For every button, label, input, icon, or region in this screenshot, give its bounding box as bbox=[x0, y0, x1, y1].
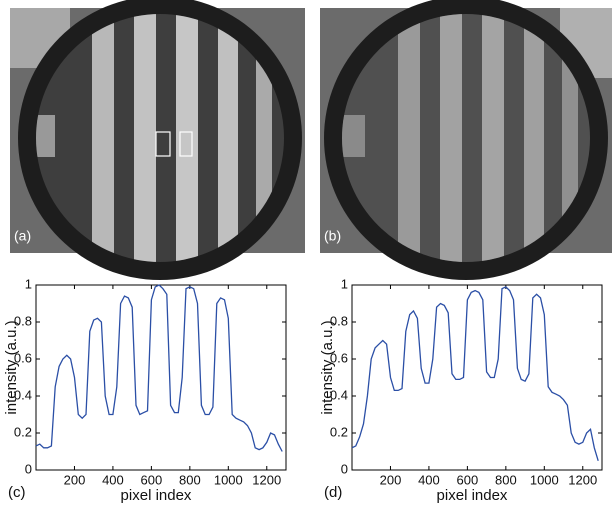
y-tick-label: 0.8 bbox=[14, 313, 32, 328]
x-tick-label: 1000 bbox=[530, 472, 559, 487]
y-axis-label: intensity (a.u.) bbox=[319, 320, 336, 414]
y-tick-label: 0.4 bbox=[14, 387, 32, 402]
image-b bbox=[320, 0, 612, 280]
x-tick-label: 600 bbox=[457, 472, 479, 487]
line bbox=[351, 286, 599, 461]
panel-label: (b) bbox=[324, 228, 341, 244]
y-tick-label: 0.6 bbox=[330, 350, 348, 365]
y-tick-label: 0.4 bbox=[330, 387, 348, 402]
y-tick-label: 0.6 bbox=[14, 350, 32, 365]
y-tick-label: 0.2 bbox=[14, 424, 32, 439]
x-tick-label: 800 bbox=[495, 472, 517, 487]
x-tick-label: 600 bbox=[141, 472, 163, 487]
x-tick-label: 800 bbox=[179, 472, 201, 487]
y-tick-label: 0.2 bbox=[330, 424, 348, 439]
image-a bbox=[10, 0, 305, 280]
x-tick-label: 1200 bbox=[568, 472, 597, 487]
x-tick-label: 200 bbox=[380, 472, 402, 487]
x-tick-label: 400 bbox=[418, 472, 440, 487]
x-axis-label: pixel index bbox=[121, 487, 192, 504]
x-tick-label: 1000 bbox=[214, 472, 243, 487]
panel-label: (c) bbox=[8, 484, 26, 501]
panel-label: (d) bbox=[324, 484, 342, 501]
x-tick-label: 400 bbox=[102, 472, 124, 487]
x-tick-label: 200 bbox=[64, 472, 86, 487]
y-axis-label: intensity (a.u.) bbox=[3, 320, 20, 414]
x-tick-label: 1200 bbox=[252, 472, 281, 487]
y-tick-label: 1 bbox=[25, 276, 32, 291]
panel-label: (a) bbox=[14, 228, 31, 244]
axes-box bbox=[35, 284, 287, 471]
line bbox=[35, 284, 283, 452]
axes-box bbox=[351, 284, 603, 471]
x-axis-label: pixel index bbox=[437, 487, 508, 504]
y-tick-label: 0 bbox=[25, 461, 32, 476]
y-tick-label: 0 bbox=[341, 461, 348, 476]
y-tick-label: 0.8 bbox=[330, 313, 348, 328]
y-tick-label: 1 bbox=[341, 276, 348, 291]
